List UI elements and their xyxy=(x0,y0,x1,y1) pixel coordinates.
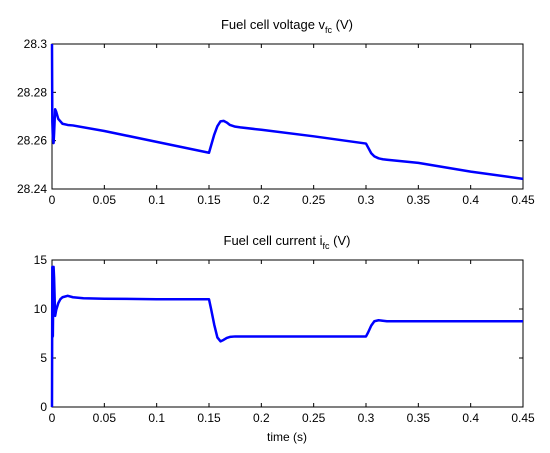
current-x-tick-label: 0.35 xyxy=(407,411,431,425)
voltage-y-tick-label: 28.3 xyxy=(24,37,48,51)
voltage-x-tick-label: 0.25 xyxy=(302,193,326,207)
voltage-x-tick-label: 0 xyxy=(49,193,56,207)
current-axis-ticks: 0 0.05 0.1 0.15 0.2 0.25 0.3 0.35 0.4 0.45 0 5 10 15 xyxy=(34,253,535,425)
voltage-chart-title: Fuel cell voltage vfc (V) xyxy=(221,17,353,35)
current-x-tick-label: 0.45 xyxy=(511,411,535,425)
voltage-series-line xyxy=(50,43,524,181)
voltage-chart-panel: Fuel cell voltage vfc (V) 0 0.05 0.1 0.15 0.… xyxy=(17,17,535,207)
voltage-x-tick-label: 0.3 xyxy=(358,193,375,207)
current-x-tick-label: 0.1 xyxy=(148,411,165,425)
voltage-y-tick-label: 28.24 xyxy=(17,182,47,196)
current-series-line xyxy=(50,265,523,408)
current-x-tick-label: 0.4 xyxy=(462,411,479,425)
current-x-tick-label: 0.2 xyxy=(253,411,270,425)
voltage-x-tick-label: 0.45 xyxy=(511,193,535,207)
voltage-x-tick-label: 0.15 xyxy=(197,193,221,207)
voltage-x-tick-label: 0.35 xyxy=(407,193,431,207)
current-plot-area xyxy=(51,259,524,408)
x-axis-label: time (s) xyxy=(267,430,307,444)
current-x-tick-label: 0.05 xyxy=(93,411,117,425)
current-x-tick-label: 0 xyxy=(49,411,56,425)
voltage-y-tick-label: 28.26 xyxy=(17,134,47,148)
current-x-tick-label: 0.15 xyxy=(197,411,221,425)
voltage-x-tick-label: 0.4 xyxy=(462,193,479,207)
current-y-tick-label: 5 xyxy=(40,351,47,365)
current-chart-title: Fuel cell current ifc (V) xyxy=(224,233,351,251)
current-y-tick-label: 15 xyxy=(34,253,48,267)
voltage-x-tick-label: 0.05 xyxy=(93,193,117,207)
current-y-tick-label: 0 xyxy=(40,400,47,414)
current-x-tick-label: 0.25 xyxy=(302,411,326,425)
current-chart-panel: Fuel cell current ifc (V) 0 0.05 0.1 0.15 0.… xyxy=(34,233,535,444)
voltage-x-tick-label: 0.2 xyxy=(253,193,270,207)
voltage-x-tick-label: 0.1 xyxy=(148,193,165,207)
voltage-axis-ticks: 0 0.05 0.1 0.15 0.2 0.25 0.3 0.35 0.4 0.45 28.24 28… xyxy=(17,37,535,207)
voltage-y-tick-label: 28.28 xyxy=(17,85,47,99)
current-y-tick-label: 10 xyxy=(34,302,48,316)
current-x-tick-label: 0.3 xyxy=(358,411,375,425)
voltage-plot-area xyxy=(51,43,524,190)
